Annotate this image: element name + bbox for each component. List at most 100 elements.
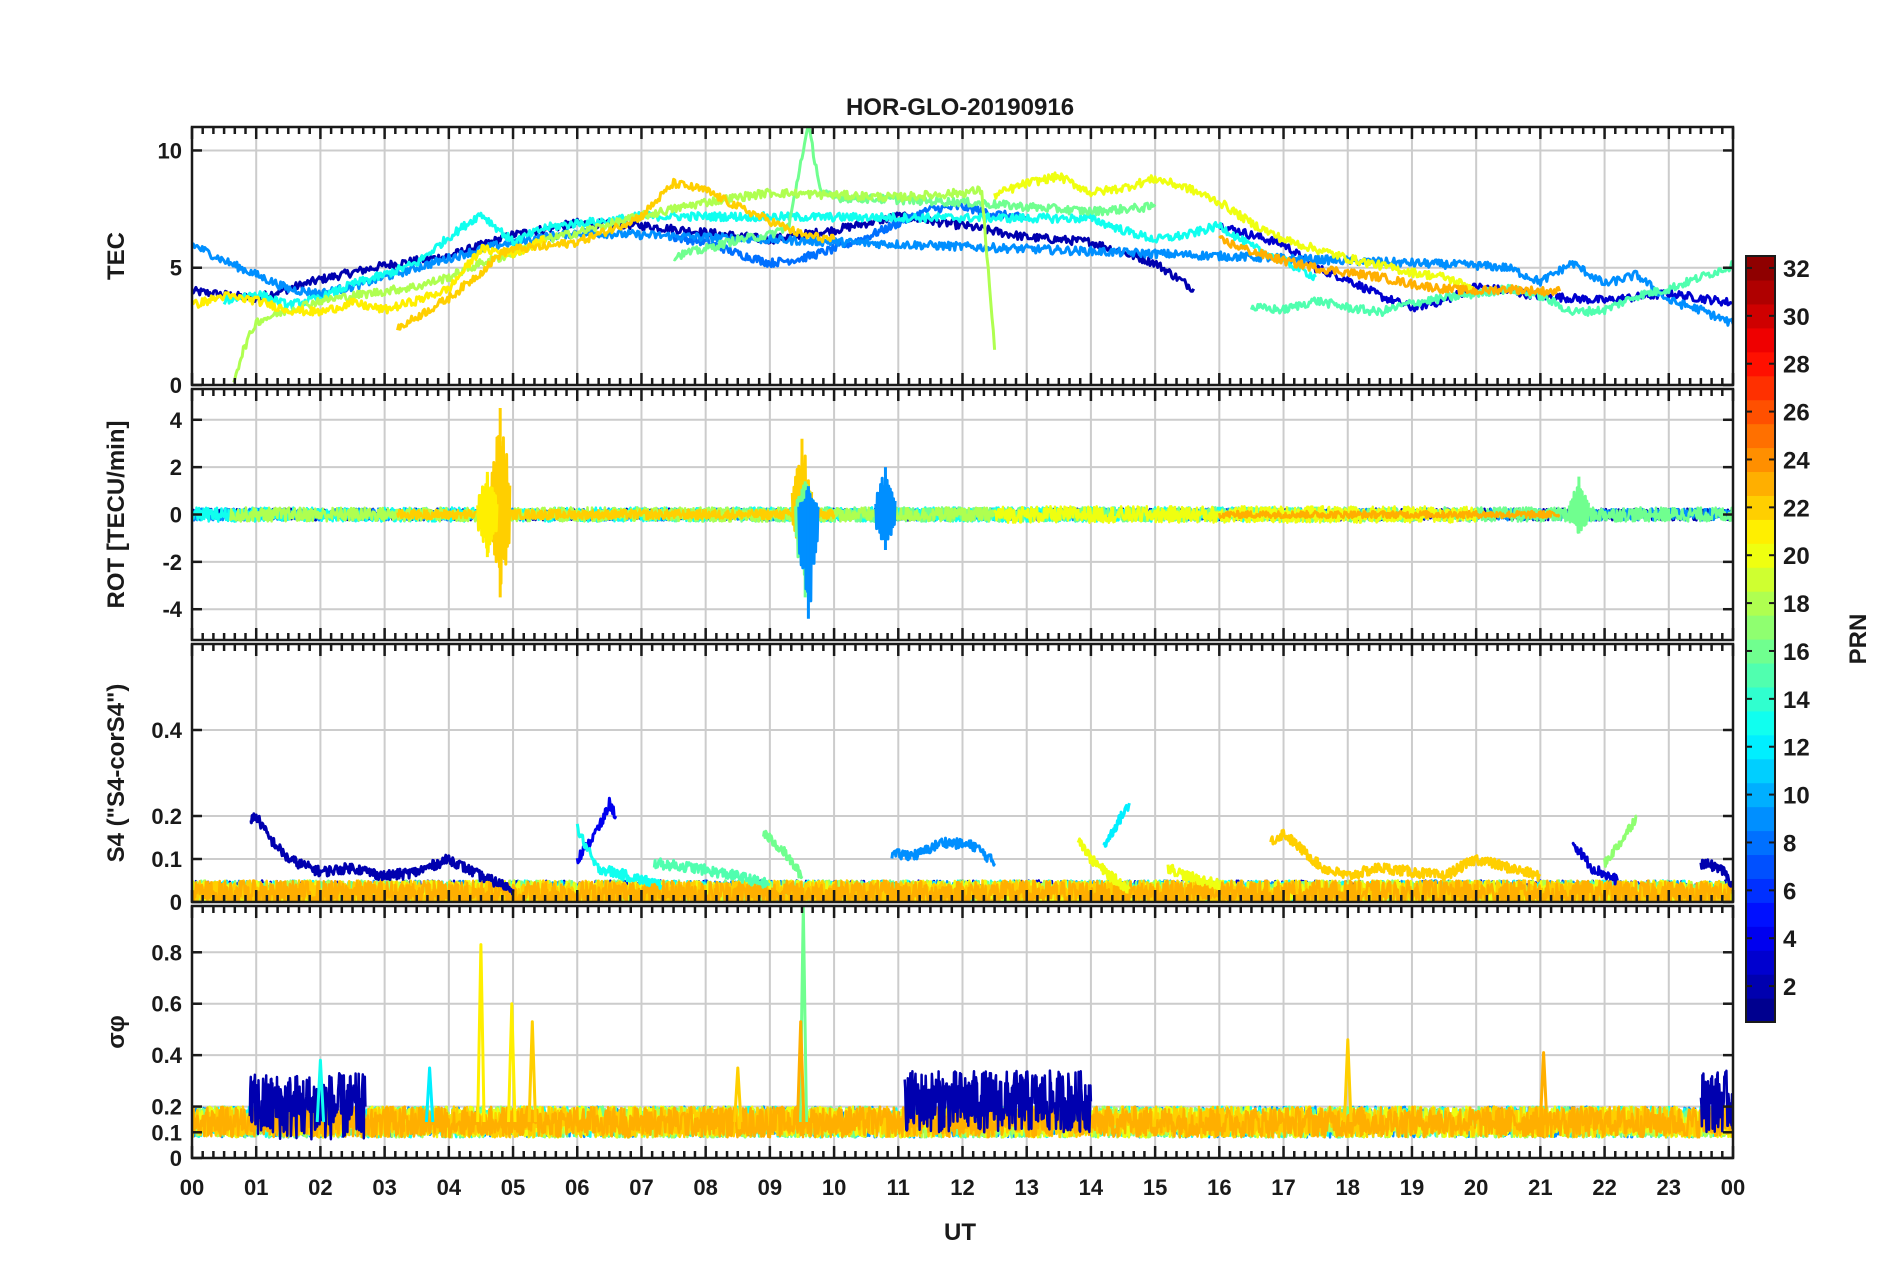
- series-prn-4: [575, 796, 618, 865]
- tec-x-ticks: [190, 127, 1735, 385]
- x-tick-label: 21: [1528, 1175, 1552, 1200]
- y-tick-label: 0.1: [151, 847, 182, 872]
- x-tick-label: 00: [1721, 1175, 1745, 1200]
- colorbar-tick-label: 14: [1783, 687, 1810, 714]
- colorbar-swatch-prn-19: [1746, 567, 1775, 592]
- spike-prn-22: [527, 1020, 537, 1123]
- colorbar-swatch-prn-27: [1746, 375, 1775, 401]
- series-prn-20: [1166, 863, 1221, 891]
- y-tick-label: 0.1: [151, 1120, 182, 1145]
- colorbar-label: PRN: [1845, 614, 1872, 665]
- chart-title: HOR-GLO-20190916: [846, 94, 1074, 121]
- colorbar-swatch-prn-29: [1746, 327, 1775, 353]
- colorbar-swatch-prn-17: [1746, 615, 1775, 640]
- colorbar-tick-label: 22: [1783, 495, 1810, 522]
- x-tick-label: 08: [693, 1175, 717, 1200]
- band-prn-2: [1699, 1069, 1733, 1134]
- x-tick-label: 07: [629, 1175, 653, 1200]
- tec-y-ticks: 0 5 10: [158, 138, 1733, 398]
- series-prn-9: [890, 836, 996, 867]
- series-prn-9: [192, 228, 1733, 327]
- x-tick-label: 06: [565, 1175, 589, 1200]
- sigma-x-ticks: [190, 906, 1735, 1158]
- spike-prn-13: [315, 1058, 326, 1123]
- y-tick-label: 4: [170, 408, 183, 433]
- colorbar-swatch-prn-23: [1746, 471, 1775, 496]
- y-tick-label: 0.2: [151, 1095, 182, 1120]
- colorbar-tick-label: 12: [1783, 735, 1810, 762]
- spike-prn-23: [1538, 1051, 1549, 1123]
- spike-prn-22: [733, 1066, 743, 1123]
- x-tick-label: 20: [1464, 1175, 1488, 1200]
- spike-prn-12: [424, 1066, 435, 1123]
- colorbar-swatch-prn-15: [1746, 662, 1775, 688]
- floor-prn-23: [192, 1105, 1733, 1139]
- colorbar-swatch-prn-11: [1746, 758, 1775, 784]
- series-prn-23: [1218, 509, 1561, 520]
- sigma-y-ticks: 00.10.2 0.4 0.6 0.8: [151, 940, 1733, 1171]
- series-prn-13: [222, 210, 1317, 310]
- series-prn-15: [652, 857, 771, 889]
- x-tick-label: 19: [1400, 1175, 1424, 1200]
- series-prn-16: [673, 127, 1157, 262]
- rot-y-ticks: -4 -2 0 2 4: [162, 408, 1733, 622]
- colorbar-tick-label: 16: [1783, 639, 1810, 666]
- colorbar-swatch-prn-9: [1746, 806, 1775, 832]
- spike-prn-21: [507, 1002, 517, 1123]
- band-prn-2: [903, 1069, 1093, 1134]
- panel-sigma: 00.10.2 0.4 0.6 0.8 σφ: [103, 904, 1735, 1171]
- series-prn-17: [1603, 814, 1638, 868]
- y-tick-label: 5: [170, 256, 182, 281]
- colorbar-tick-label: 30: [1783, 304, 1810, 331]
- colorbar-swatch-prn-13: [1746, 710, 1775, 736]
- colorbar-swatch-prn-21: [1746, 519, 1775, 544]
- series-prn-13: [575, 823, 663, 890]
- series-prn-2: [249, 812, 515, 896]
- colorbar-swatch-prn-31: [1746, 279, 1775, 305]
- y-tick-label: -4: [162, 597, 182, 622]
- rot-y-label: ROT [TECU/min]: [103, 421, 130, 609]
- series-prn-20: [1076, 837, 1131, 894]
- series-prn-2: [1699, 858, 1733, 888]
- x-tick-label: 03: [372, 1175, 396, 1200]
- series-prn-22: [396, 177, 836, 331]
- colorbar-frame: [1745, 255, 1776, 1023]
- x-tick-label: 00: [180, 1175, 204, 1200]
- sigma-plot-area: [192, 906, 1733, 1141]
- colorbar-tick-label: 10: [1783, 783, 1810, 810]
- s4-x-ticks: [190, 644, 1735, 902]
- series-prn-8: [672, 202, 1028, 269]
- colorbar-swatch-prn-5: [1746, 902, 1775, 927]
- panel-tec: 0 5 10 TEC: [103, 125, 1735, 398]
- y-tick-label: 0.4: [151, 718, 182, 743]
- spike-prn-23: [796, 1020, 806, 1123]
- y-tick-label: 0.6: [151, 992, 182, 1017]
- colorbar-tick-label: 2: [1783, 974, 1796, 1001]
- series-prn-3: [1571, 841, 1619, 886]
- colorbar-tick-label: 32: [1783, 256, 1810, 283]
- colorbar-swatch-prn-7: [1746, 854, 1775, 879]
- rot-plot-area: [192, 407, 1733, 619]
- panel-rot: -4 -2 0 2 4 ROT [TECU/min]: [103, 387, 1735, 642]
- x-tick-label: 18: [1336, 1175, 1360, 1200]
- s4-y-label: S4 ("S4-corS4"): [103, 684, 130, 863]
- y-tick-label: -2: [162, 550, 182, 575]
- spike-prn-22: [1343, 1038, 1353, 1123]
- s4-y-ticks: 0 0.1 0.2 0.4: [151, 718, 1733, 915]
- x-tick-label: 12: [950, 1175, 974, 1200]
- series-prn-18: [232, 185, 997, 383]
- x-tick-label: 01: [244, 1175, 268, 1200]
- colorbar-tick-label: 20: [1783, 543, 1810, 570]
- y-tick-label: 0.4: [151, 1043, 182, 1068]
- y-tick-label: 0: [170, 373, 182, 398]
- tec-plot-area: [192, 127, 1733, 383]
- panel-s4: 0 0.1 0.2 0.4 S4 ("S4-corS4"): [103, 642, 1735, 915]
- colorbar-tick-label: 4: [1783, 926, 1797, 953]
- series-prn-2: [192, 211, 1196, 303]
- x-tick-label: 09: [758, 1175, 782, 1200]
- x-tick-label: 16: [1207, 1175, 1231, 1200]
- y-tick-label: 0: [170, 503, 182, 528]
- x-tick-label: 15: [1143, 1175, 1167, 1200]
